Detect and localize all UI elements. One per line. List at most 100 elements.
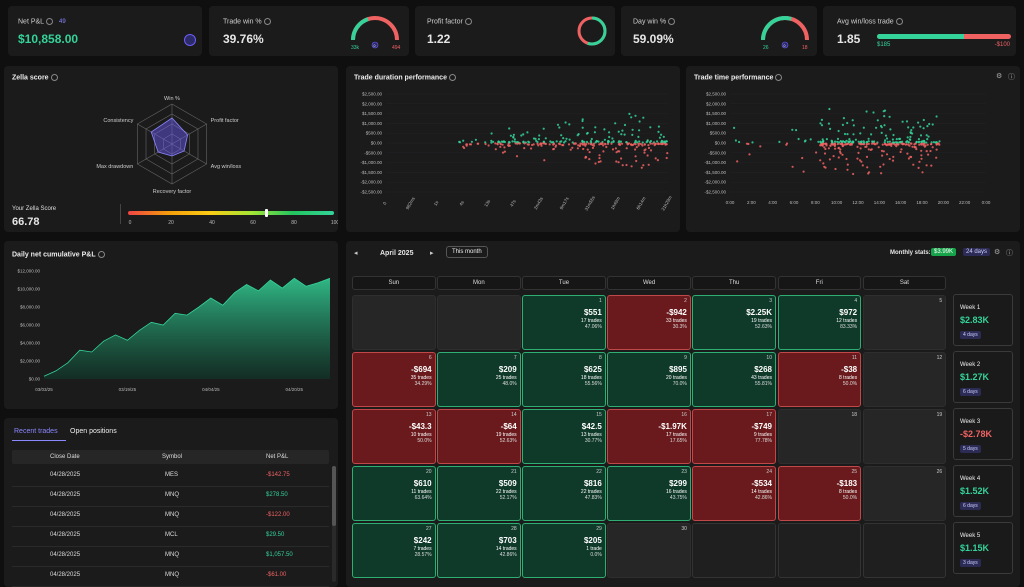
winning-trade-point xyxy=(657,125,660,128)
winning-trade-point xyxy=(542,127,545,130)
table-row[interactable]: 04/28/2025 MNQ -$122.00 xyxy=(12,506,329,527)
calendar-day-cell[interactable]: 4 $972 12 trades 83.33% xyxy=(777,295,862,350)
table-row[interactable]: 04/28/2025 MCL $29.50 xyxy=(12,526,329,547)
calendar-day-cell[interactable]: 27 $242 7 trades 28.57% xyxy=(352,523,436,578)
calendar-day-cell[interactable]: 25 -$183 8 trades 50.0% xyxy=(777,466,862,521)
table-row[interactable]: 04/28/2025 MES -$142.75 xyxy=(12,466,329,487)
calendar-day-cell[interactable]: 28 $703 14 trades 42.86% xyxy=(437,523,521,578)
day-number: 18 xyxy=(851,412,858,418)
calendar-day-cell[interactable]: 23 $299 16 trades 43.75% xyxy=(607,466,691,521)
info-icon[interactable] xyxy=(668,18,676,25)
week-summary[interactable]: Week 5 $1.15K 3 days xyxy=(953,522,1013,574)
losing-trade-point xyxy=(879,165,882,168)
losing-trade-point xyxy=(839,148,842,151)
calendar-day-cell[interactable]: 11 -$38 8 trades 50.0% xyxy=(777,352,862,407)
calendar-day-cell[interactable]: 26 xyxy=(862,466,947,521)
day-number: 27 xyxy=(426,526,432,532)
prev-month-button[interactable]: ◂ xyxy=(354,250,358,257)
winning-trade-point xyxy=(879,124,883,128)
settings-icon[interactable]: ⚙ xyxy=(994,249,1001,256)
info-icon[interactable] xyxy=(464,18,472,25)
losing-trade-point xyxy=(860,160,863,163)
info-icon[interactable] xyxy=(46,18,54,25)
calendar-day-cell[interactable]: 1 $551 17 trades 47.06% xyxy=(522,295,606,350)
table-row[interactable]: 04/28/2025 MNQ -$61.00 xyxy=(12,566,329,587)
scrollbar-thumb[interactable] xyxy=(332,466,336,526)
calendar-day-cell[interactable]: 18 xyxy=(777,409,862,464)
close-date-cell: 04/28/2025 xyxy=(50,552,81,558)
winning-trade-point xyxy=(619,140,622,143)
losing-trade-point xyxy=(499,145,502,148)
calendar-day-cell[interactable]: 7 $209 25 trades 48.0% xyxy=(437,352,521,407)
losing-trade-point xyxy=(496,143,499,146)
losing-trade-point xyxy=(587,142,590,145)
calendar-day-cell[interactable]: 12 xyxy=(862,352,947,407)
calendar-day-cell[interactable]: 17 -$749 9 trades 77.78% xyxy=(692,409,776,464)
calendar-day-cell[interactable] xyxy=(352,295,436,350)
calendar-day-cell[interactable] xyxy=(437,295,521,350)
info-icon[interactable] xyxy=(895,18,903,25)
calendar-day-cell[interactable]: 20 $610 11 trades 63.64% xyxy=(352,466,436,521)
calendar-day-cell[interactable]: 9 $895 20 trades 70.0% xyxy=(607,352,691,407)
col-net-pnl[interactable]: Net P&L xyxy=(266,454,289,460)
calendar-day-cell[interactable]: 21 $509 22 trades 52.17% xyxy=(437,466,521,521)
week-summary[interactable]: Week 1 $2.83K 4 days xyxy=(953,294,1013,346)
calendar-day-cell[interactable] xyxy=(862,523,947,578)
day-trades: 17 trades xyxy=(666,432,687,438)
week-summary[interactable]: Week 2 $1.27K 6 days xyxy=(953,351,1013,403)
info-icon[interactable] xyxy=(263,18,271,25)
calendar-day-cell[interactable] xyxy=(692,523,776,578)
next-month-button[interactable]: ▸ xyxy=(430,250,434,257)
table-row[interactable]: 04/28/2025 MNQ $278.50 xyxy=(12,486,329,507)
scrollbar[interactable] xyxy=(332,466,336,582)
calendar-day-cell[interactable]: 10 $268 43 trades 55.81% xyxy=(692,352,776,407)
info-icon[interactable] xyxy=(50,74,58,81)
calendar-day-cell[interactable]: 29 $205 1 trade 0.0% xyxy=(522,523,606,578)
calendar-day-cell[interactable]: 19 xyxy=(862,409,947,464)
week-label: Week 4 xyxy=(960,476,981,482)
losing-trade-point xyxy=(621,164,624,167)
info-icon[interactable] xyxy=(775,74,783,81)
calendar-day-cell[interactable]: 22 $816 22 trades 47.83% xyxy=(522,466,606,521)
losing-trade-point xyxy=(899,150,902,154)
tab-open-positions[interactable]: Open positions xyxy=(70,428,117,435)
this-month-button[interactable]: This month xyxy=(446,246,488,258)
settings-icon[interactable]: ⚙ xyxy=(996,73,1003,80)
table-row[interactable]: 04/28/2025 MNQ $1,057.50 xyxy=(12,546,329,567)
x-tick-label: 04/20/25 xyxy=(285,387,303,392)
info-icon[interactable] xyxy=(448,74,456,81)
calendar-day-cell[interactable]: 5 xyxy=(862,295,947,350)
calendar-day-cell[interactable]: 3 $2.25K 19 trades 52.63% xyxy=(692,295,776,350)
info-icon[interactable] xyxy=(97,251,105,258)
tab-recent-trades[interactable]: Recent trades xyxy=(14,428,58,435)
week-days: 4 days xyxy=(960,331,981,339)
winning-trade-point xyxy=(595,140,598,143)
day-number: 3 xyxy=(769,298,772,304)
col-close-date[interactable]: Close Date xyxy=(50,454,80,460)
week-summary[interactable]: Week 3 -$2.78K 5 days xyxy=(953,408,1013,460)
info-circle-icon[interactable]: ⓘ xyxy=(1008,74,1015,81)
calendar-day-cell[interactable]: 13 -$43.3 10 trades 50.0% xyxy=(352,409,436,464)
scale-tick: 60 xyxy=(250,220,256,226)
col-symbol[interactable]: Symbol xyxy=(162,454,183,460)
winning-trade-point xyxy=(901,120,904,123)
calendar-day-cell[interactable]: 16 -$1.97K 17 trades 17.65% xyxy=(607,409,691,464)
x-tick-label: 1s xyxy=(433,199,440,206)
day-pnl: -$183 xyxy=(836,479,858,488)
calendar-day-cell[interactable]: 30 xyxy=(607,523,691,578)
winning-trade-point xyxy=(641,141,644,144)
calendar-day-cell[interactable]: 15 $42.5 13 trades 30.77% xyxy=(522,409,606,464)
calendar-day-cell[interactable]: 24 -$534 14 trades 42.86% xyxy=(692,466,776,521)
x-tick-label: 1h49m xyxy=(610,196,621,211)
calendar-day-cell[interactable]: 2 -$942 33 trades 30.3% xyxy=(607,295,691,350)
net-pnl-cell: -$142.75 xyxy=(266,472,290,478)
calendar-day-cell[interactable]: 6 -$694 35 trades 34.29% xyxy=(352,352,436,407)
calendar-day-cell[interactable]: 14 -$64 19 trades 52.63% xyxy=(437,409,521,464)
day-number: 7 xyxy=(513,355,517,361)
week-summary[interactable]: Week 4 $1.52K 6 days xyxy=(953,465,1013,517)
winning-trade-point xyxy=(847,141,851,144)
winning-trade-point xyxy=(834,140,837,143)
calendar-day-cell[interactable] xyxy=(777,523,862,578)
calendar-day-cell[interactable]: 8 $625 18 trades 55.56% xyxy=(522,352,606,407)
info-circle-icon[interactable]: ⓘ xyxy=(1006,250,1013,257)
